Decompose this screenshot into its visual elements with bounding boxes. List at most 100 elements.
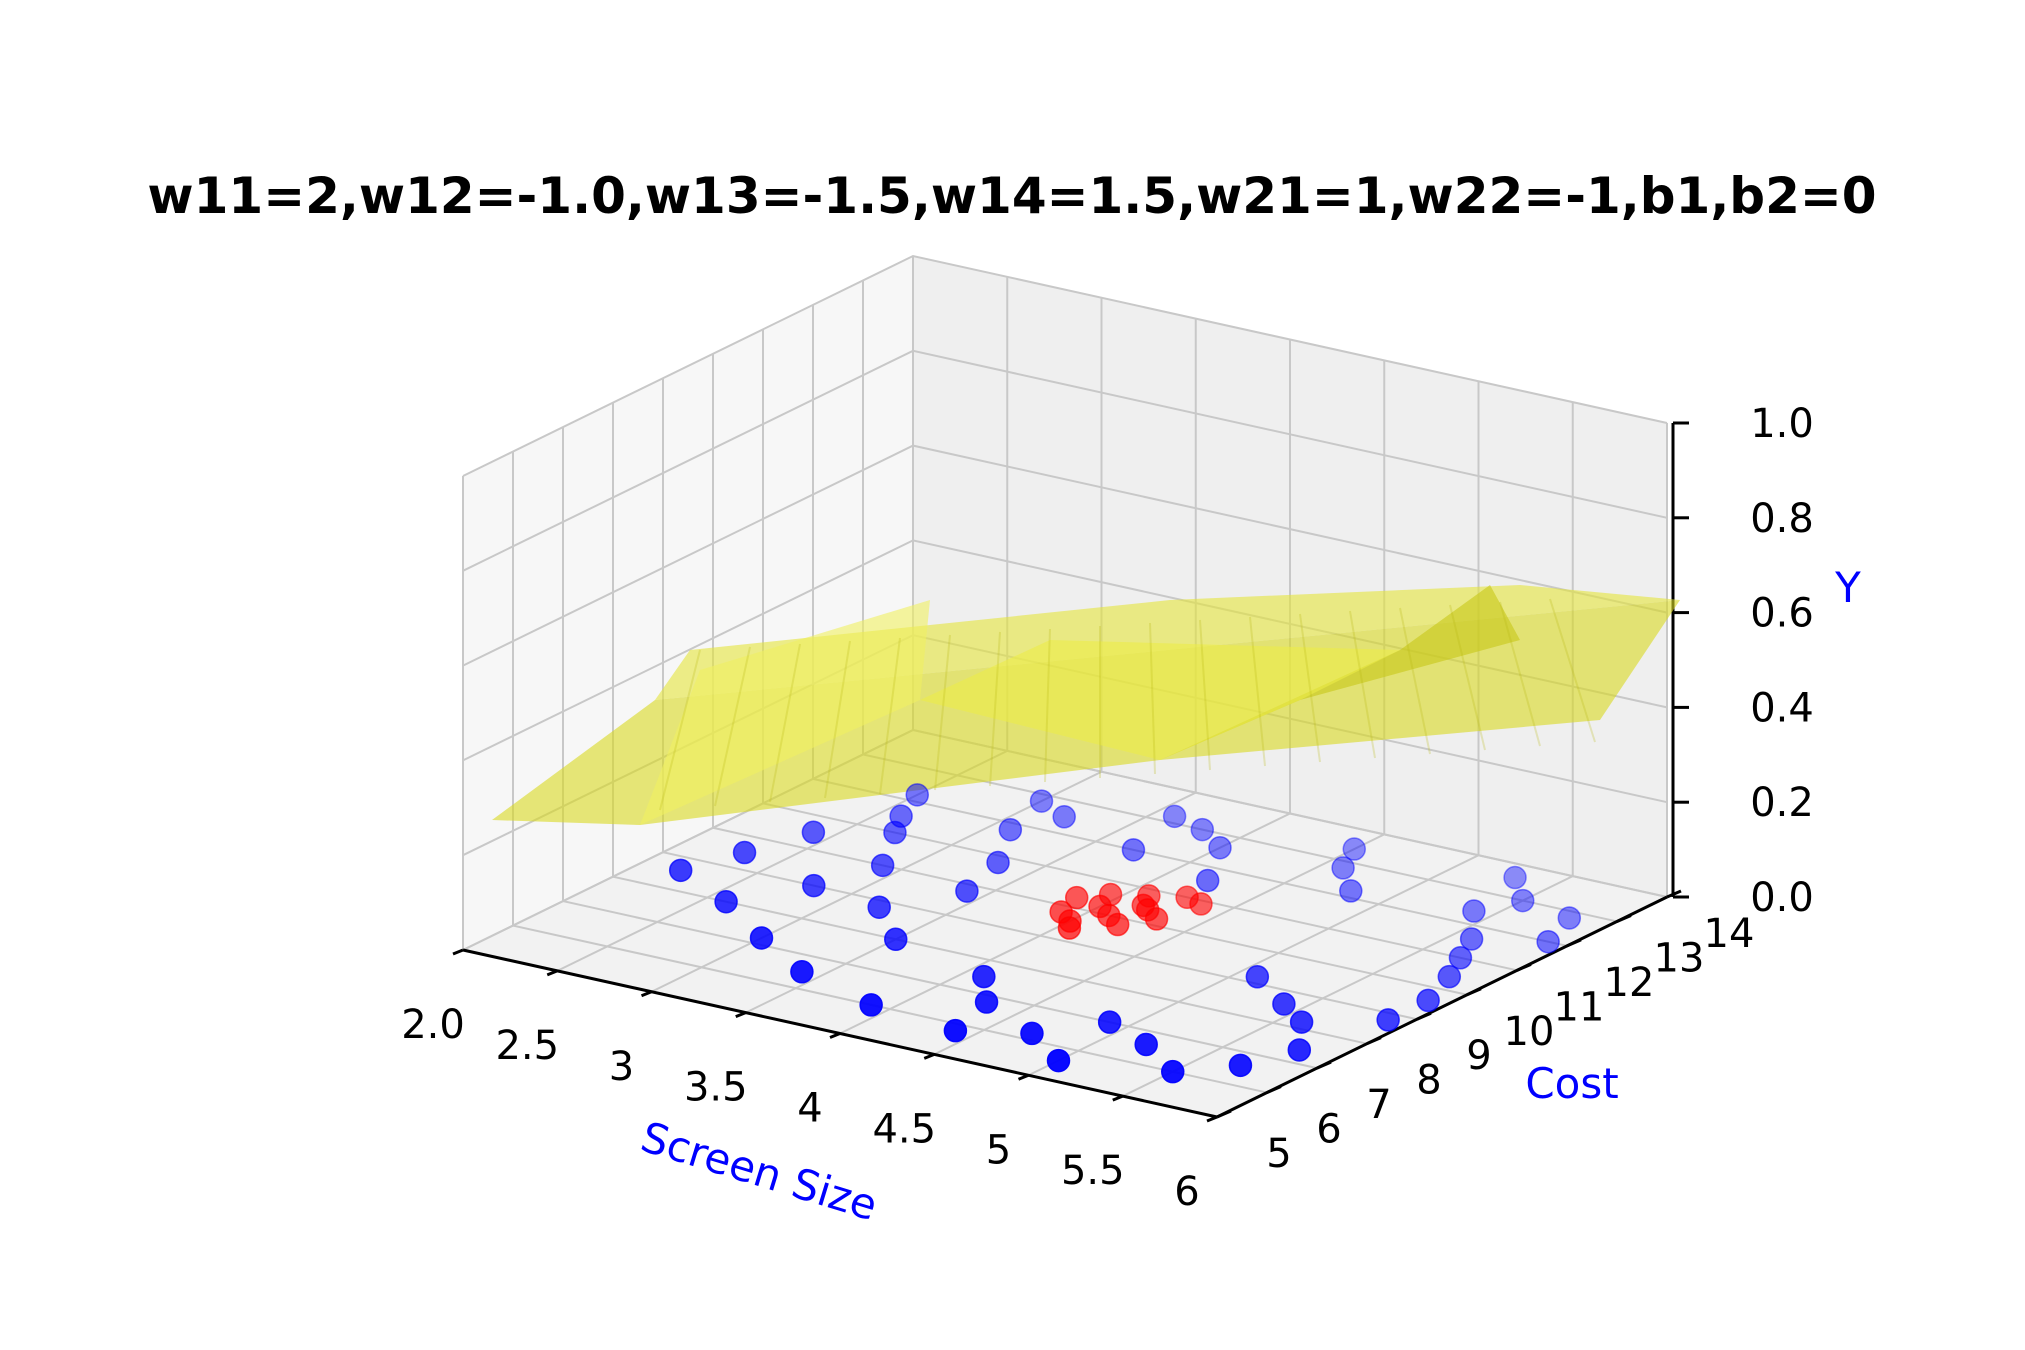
y-tick [1566,938,1582,948]
z-tick-label: 0.4 [1750,685,1814,731]
surface-facet [934,634,951,791]
y-tick-label: 9 [1466,1033,1491,1079]
surface-facet [1299,613,1321,763]
y-tick-label: 5 [1266,1131,1291,1177]
y-tick-label: 14 [1704,911,1755,957]
x-tick-label: 2.0 [401,1002,465,1048]
scatter-point [943,1018,968,1043]
z-tick-label: 0.0 [1750,875,1814,921]
scatter-points [668,783,1582,1084]
scatter-point [1064,885,1089,910]
scatter-point [1342,837,1366,861]
scatter-point [955,879,979,903]
scatter-point [1536,929,1560,954]
x-tick-label: 5 [986,1127,1011,1173]
tick-labels: 2.0 2.5 3 3.5 4 4.5 5 5.5 65678910111213140.00.2… [401,401,1814,1215]
y-tick-label: 8 [1416,1058,1441,1104]
y-tick [1266,1085,1282,1094]
y-tick-label: 7 [1366,1082,1391,1128]
y-tick-label: 13 [1654,935,1705,981]
scatter-point [974,990,999,1014]
scatter-point [1020,1021,1044,1046]
z-gridline [462,349,1668,572]
scatter-point [1511,888,1535,913]
y-tick [1666,889,1682,899]
z-tick-label: 0.8 [1750,496,1814,542]
surface-facet [1349,610,1376,759]
y-tick [1516,962,1532,972]
x-tick-label: 4 [797,1086,822,1132]
chart-title: w11=2,w12=-1.0,w13=-1.5,w14=1.5,w21=1,w2… [147,167,1876,225]
scatter-point [1272,992,1296,1016]
scatter-point [905,783,929,807]
surface-facet [1399,607,1431,755]
scatter-point [1462,899,1486,923]
y-tick [1316,1060,1332,1070]
scatter-point [732,840,757,865]
x-axis-label: Screen Size [635,1112,883,1230]
surface-patch [640,600,930,825]
scatter-point [972,964,996,989]
scatter-point [1437,964,1462,989]
scatter-point [1057,916,1082,940]
y-tick-label: 11 [1554,984,1605,1030]
scatter-point [884,927,908,952]
y-axis-line [1216,895,1668,1119]
z-tick-label: 0.2 [1750,780,1814,826]
z-tick-label: 0.6 [1750,591,1814,637]
surface-facet [824,640,851,799]
scatter-point [801,820,826,845]
z-gridline [462,444,1668,667]
scatter-point [1331,856,1355,880]
x-tick [1112,1094,1124,1102]
scatter-point [1097,1010,1122,1034]
scatter-point [1459,927,1484,951]
scatter-point [1029,789,1054,813]
scatter-point [1228,1053,1253,1078]
scatter-point [1046,1048,1071,1073]
y-tick-label: 12 [1604,960,1655,1006]
scatter-point [1195,868,1220,893]
surface-facet [1249,616,1266,767]
scatter-point [1144,907,1169,931]
scatter-point [1161,1059,1185,1084]
y-tick [1366,1036,1382,1046]
x-tick-label: 3.5 [684,1065,748,1111]
scatter-point [1208,835,1232,860]
scatter-point [998,817,1023,842]
x-tick [1206,1115,1218,1123]
scatter-point [714,889,738,914]
y-axis-label: Cost [1525,1059,1618,1108]
x-tick [640,990,653,998]
scatter-point [1416,988,1440,1013]
x-tick [829,1032,841,1039]
scatter-point [1289,1010,1314,1034]
scatter-point [1162,804,1187,829]
y-tick-label: 6 [1316,1107,1341,1153]
x-tick-label: 6 [1174,1169,1199,1215]
scatter-point [1287,1038,1312,1062]
scatter-point [1339,879,1363,903]
surface-facet [769,643,801,803]
surface-patch [920,640,1400,760]
surface-facet [1549,598,1596,743]
x-tick-label: 2.5 [495,1023,559,1069]
scatter-point [1448,946,1473,970]
scatter-point [859,993,883,1017]
y-tick [1616,914,1632,923]
surface-patch [1160,585,1520,760]
scatter-point [1134,1032,1158,1057]
x-tick [546,969,558,977]
scatter-point [1557,906,1582,930]
surface-facet [1449,604,1486,751]
y-tick-label: 10 [1504,1009,1555,1055]
x-tick [923,1052,935,1060]
z-axis-label: Y [1834,563,1861,612]
y-tick [1416,1011,1432,1021]
scatter-point [867,895,891,919]
x-tick-label: 4.5 [872,1106,936,1152]
z-gridline [462,254,1668,477]
surface-facet [659,649,701,811]
scatter-point [1245,965,1270,989]
